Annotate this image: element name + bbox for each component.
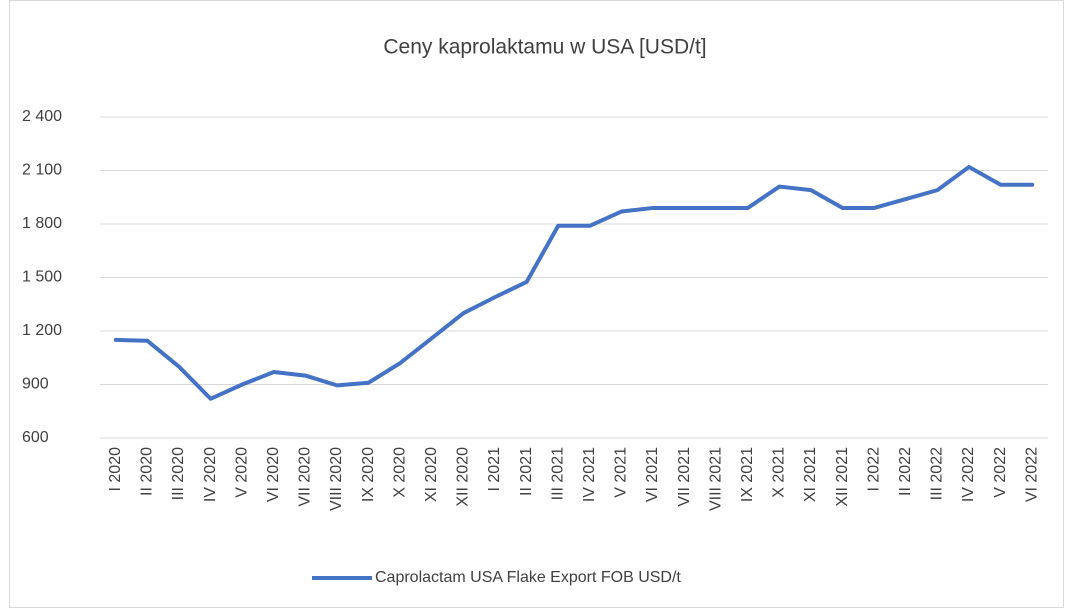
x-tick-label: II 2021 [518,447,535,496]
x-tick-label: XII 2021 [834,447,851,507]
x-tick-label: II 2022 [897,447,914,496]
x-tick-label: X 2021 [771,447,788,498]
x-tick-label: XI 2020 [423,447,440,502]
x-tick-label: VII 2020 [297,447,314,507]
x-tick-label: IV 2022 [960,447,977,502]
x-tick-label: I 2020 [107,447,124,492]
x-tick-label: I 2021 [486,447,503,492]
y-tick-label: 600 [22,429,49,446]
x-tick-label: V 2021 [613,447,630,498]
y-tick-label: 1 800 [22,215,62,232]
y-tick-label: 2 400 [22,108,62,125]
x-tick-label: V 2022 [992,447,1009,498]
x-tick-label: VIII 2020 [328,447,345,511]
x-tick-label: IX 2020 [360,447,377,502]
x-tick-label: II 2020 [139,447,156,496]
x-tick-label: I 2022 [865,447,882,492]
x-tick-label: V 2020 [233,447,250,498]
legend-label: Caprolactam USA Flake Export FOB USD/t [375,569,681,586]
x-tick-label: IV 2020 [202,447,219,502]
x-tick-label: XII 2020 [455,447,472,507]
x-tick-label: III 2021 [549,447,566,500]
x-tick-label: VII 2021 [676,447,693,507]
x-tick-label: VI 2022 [1023,447,1040,502]
x-tick-label: X 2020 [391,447,408,498]
chart-title: Ceny kaprolaktamu w USA [USD/t] [383,36,706,59]
x-tick-label: VI 2021 [644,447,661,502]
y-tick-label: 2 100 [22,162,62,179]
x-tick-label: XI 2021 [802,447,819,502]
x-tick-label: III 2020 [170,447,187,500]
data-line [113,164,1035,401]
x-tick-label: IX 2021 [739,447,756,502]
x-tick-label: III 2022 [929,447,946,500]
y-tick-label: 900 [22,376,49,393]
x-tick-label: VIII 2021 [707,447,724,511]
x-tick-label: IV 2021 [581,447,598,502]
x-tick-label: VI 2020 [265,447,282,502]
chart-border [9,0,1064,608]
y-tick-label: 1 500 [22,269,62,286]
y-tick-label: 1 200 [22,322,62,339]
